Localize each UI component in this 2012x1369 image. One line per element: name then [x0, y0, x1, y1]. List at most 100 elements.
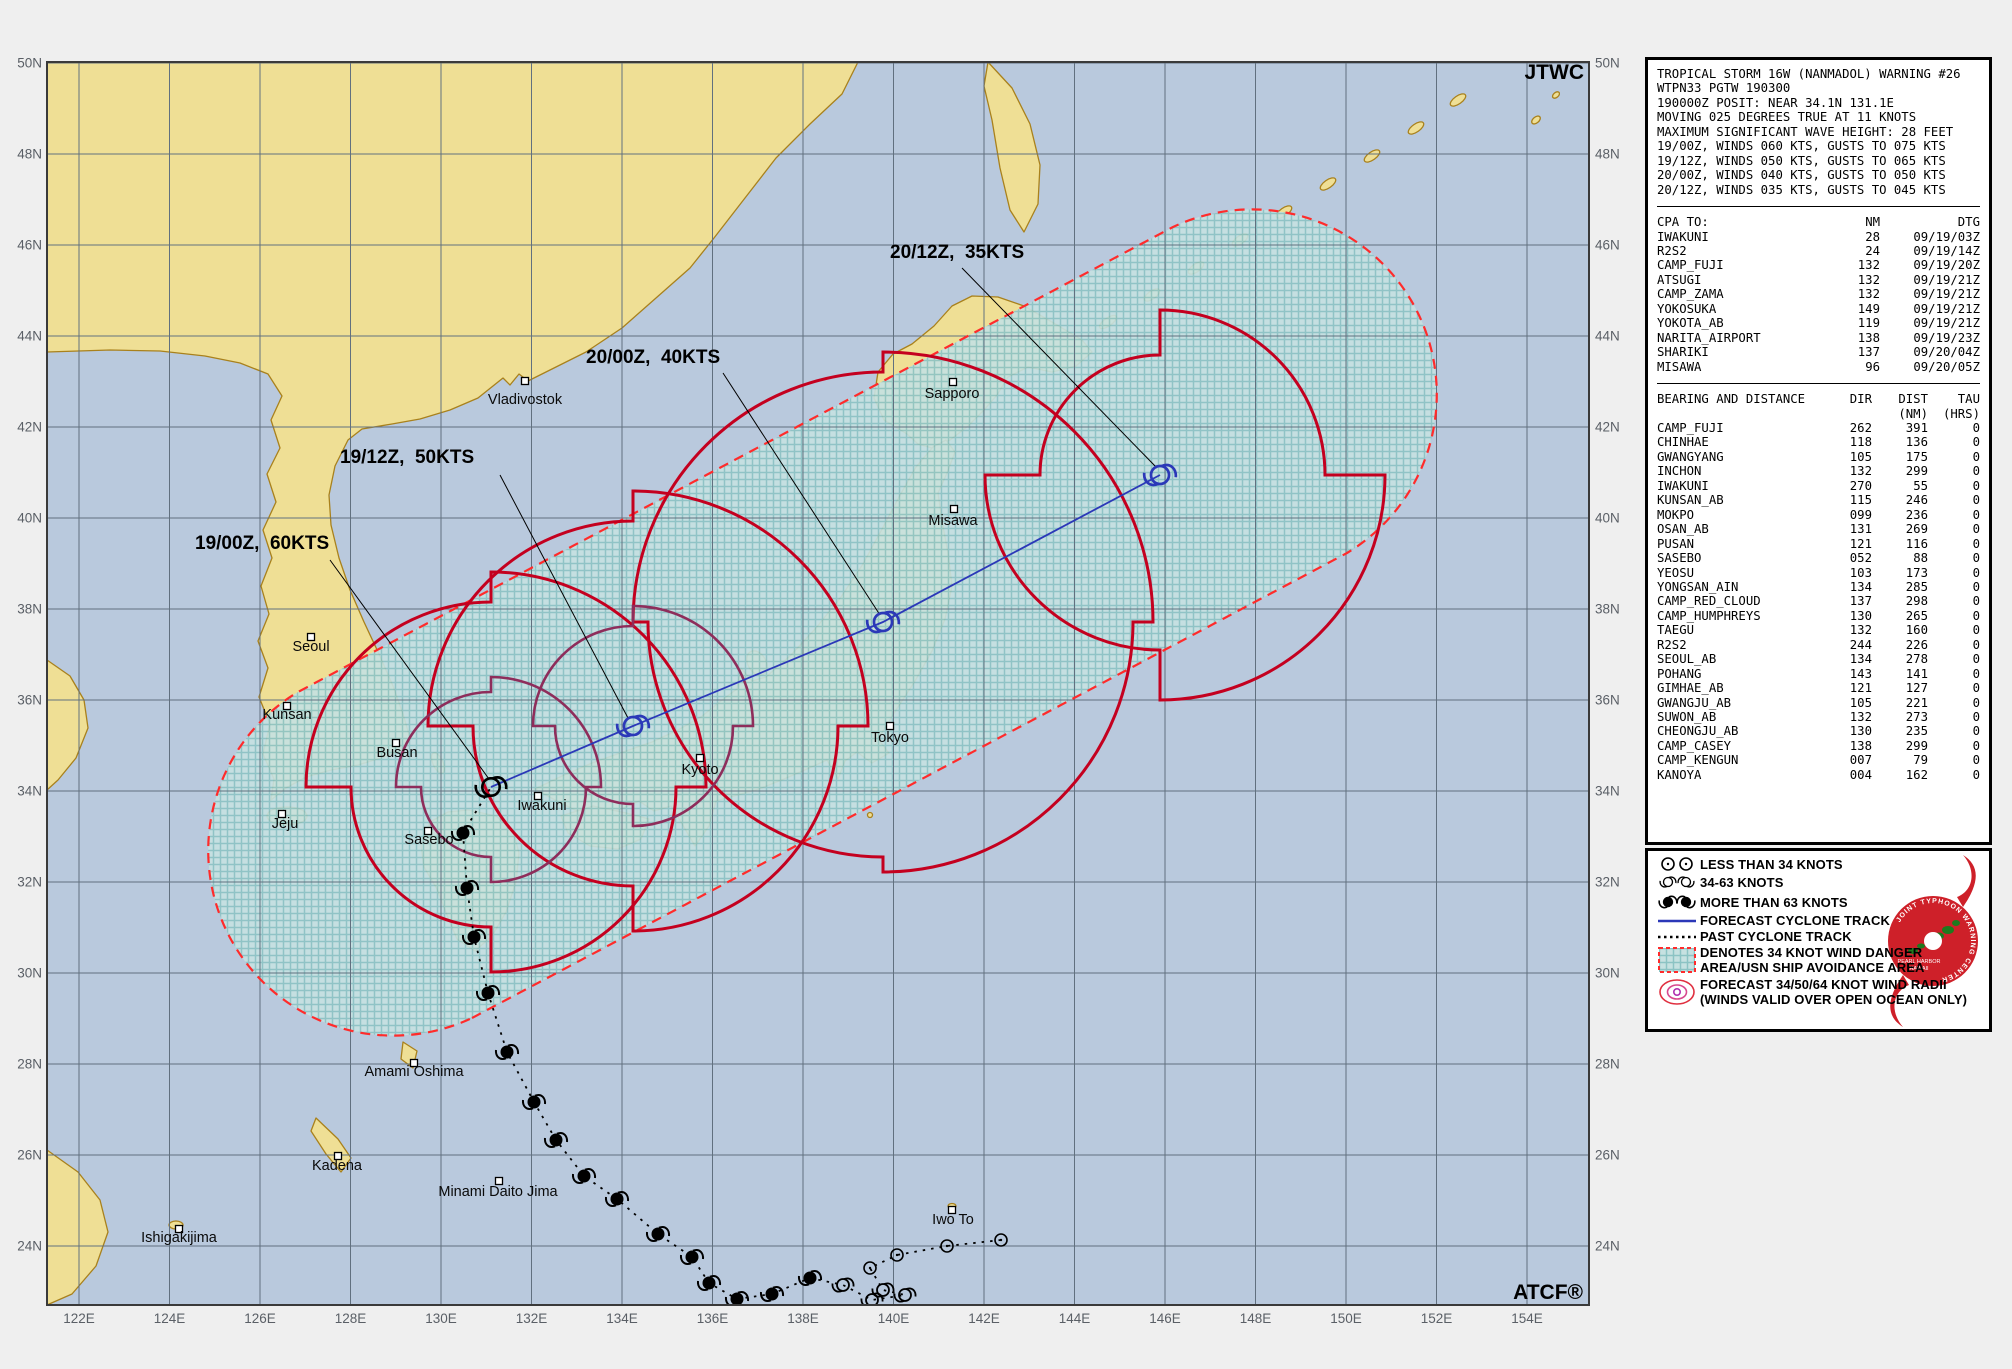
- bearing-tau: 0: [1972, 522, 1980, 537]
- panel-divider: [1657, 383, 1980, 385]
- city-label-busan: Busan: [376, 745, 417, 761]
- cpa-row: CAMP_FUJI 132 09/19/20Z: [1657, 258, 1980, 272]
- bearing-tau: 0: [1972, 710, 1980, 725]
- bearing-station-name: CAMP_FUJI: [1657, 420, 1724, 435]
- lat-tick-label: 42N: [17, 420, 42, 435]
- bearing-station-name: GWANGJU_AB: [1657, 695, 1732, 710]
- cpa-dtg: 09/19/21Z: [1913, 301, 1980, 316]
- bearing-row: GWANGYANG 105 175 0: [1657, 450, 1980, 464]
- bearing-tau: 0: [1972, 579, 1980, 594]
- warning-line: 190000Z POSIT: NEAR 34.1N 131.1E: [1657, 95, 1894, 110]
- logo-location-line1: PEARL HARBOR: [1898, 959, 1941, 965]
- bearing-row: POHANG 143 141 0: [1657, 667, 1980, 681]
- lon-tick-label: 128E: [335, 1311, 367, 1326]
- lat-tick-label: 28N: [1595, 1057, 1620, 1072]
- forecast-track-line: [490, 474, 1161, 788]
- bearing-row: MOKPO 099 236 0: [1657, 508, 1980, 522]
- bearing-dir: 137: [1849, 594, 1872, 609]
- cpa-dtg: 09/19/23Z: [1913, 330, 1980, 345]
- island-sakhalin: [983, 62, 1041, 233]
- lon-axis-bottom: 122E 124E 126E 128E 130E 132E 134E 136E …: [63, 1311, 1543, 1326]
- bearing-dir: 099: [1849, 507, 1872, 522]
- typhoon-logo-icon: JOINT TYPHOON WARNING CENTER PEARL HARBO…: [1888, 855, 1978, 1027]
- cpa-table: CPA TO: NM DTG IWAKUNI 28 09/19/03Z R2S2…: [1657, 215, 1980, 374]
- bearing-tau: 0: [1972, 536, 1980, 551]
- bearing-tau: 0: [1972, 464, 1980, 479]
- bearing-tau: 0: [1972, 623, 1980, 638]
- wind-radii-icon: [1654, 976, 1700, 1008]
- city-label-sasebo: Sasebo: [404, 832, 453, 848]
- bearing-dir: 134: [1849, 652, 1872, 667]
- bearing-dist: 273: [1905, 710, 1928, 725]
- city-label-vladivostok: Vladivostok: [488, 392, 563, 408]
- wind-radii-34kt-tau0: [304, 570, 708, 974]
- bearing-station-name: KANOYA: [1657, 767, 1702, 782]
- cpa-distance-nm: 138: [1857, 330, 1880, 345]
- warning-line: 20/12Z, WINDS 035 KTS, GUSTS TO 045 KTS: [1657, 182, 1946, 197]
- city-label-sapporo: Sapporo: [925, 386, 980, 402]
- legend-item-forecast-track: FORECAST CYCLONE TRACK: [1654, 913, 1985, 928]
- bearing-station-name: CAMP_HUMPHREYS: [1657, 608, 1761, 623]
- bearing-station-name: CHEONGJU_AB: [1657, 724, 1739, 739]
- warning-line: MAXIMUM SIGNIFICANT WAVE HEIGHT: 28 FEET: [1657, 124, 1954, 139]
- lon-tick-label: 136E: [697, 1311, 729, 1326]
- callout-label-tau36: 20/12Z, 35KTS: [890, 242, 1024, 263]
- lon-tick-label: 130E: [425, 1311, 457, 1326]
- cpa-row: SHARIKI 137 09/20/04Z: [1657, 345, 1980, 359]
- typhoon-symbols-icon: [1654, 892, 1700, 912]
- warning-line: 19/12Z, WINDS 050 KTS, GUSTS TO 065 KTS: [1657, 153, 1946, 168]
- callout-label-tau24: 20/00Z, 40KTS: [586, 347, 720, 368]
- atcf-watermark: ATCF®: [1513, 1281, 1583, 1304]
- lon-tick-label: 138E: [787, 1311, 819, 1326]
- lon-tick-label: 140E: [878, 1311, 910, 1326]
- bearing-dir: 130: [1849, 608, 1872, 623]
- lon-tick-label: 126E: [244, 1311, 276, 1326]
- bearing-dir: 007: [1849, 753, 1872, 768]
- bearing-row: CAMP_KENGUN 007 79 0: [1657, 753, 1980, 767]
- bearing-dist: 236: [1905, 507, 1928, 522]
- cpa-station-name: MISAWA: [1657, 359, 1702, 374]
- cpa-distance-nm: 119: [1857, 316, 1880, 331]
- lon-tick-label: 142E: [968, 1311, 1000, 1326]
- bearing-tau: 0: [1972, 594, 1980, 609]
- jtwc-logo: JOINT TYPHOON WARNING CENTER PEARL HARBO…: [1877, 853, 1989, 1029]
- bearing-dist: 127: [1905, 681, 1928, 696]
- lat-tick-label: 30N: [17, 966, 42, 981]
- bearing-row: KUNSAN_AB 115 246 0: [1657, 493, 1980, 507]
- bearing-dist: 79: [1913, 753, 1928, 768]
- bearing-col-dist: DIST: [1898, 392, 1928, 407]
- bearing-row: SASEBO 052 88 0: [1657, 551, 1980, 565]
- wind-radii-50kt-tau12: [531, 604, 755, 828]
- lon-tick-label: 152E: [1421, 1311, 1453, 1326]
- cpa-station-name: CAMP_FUJI: [1657, 258, 1724, 273]
- bearing-dist: 391: [1905, 420, 1928, 435]
- city-label-iwo-to: Iwo To: [932, 1212, 974, 1228]
- bearing-dir: 270: [1849, 478, 1872, 493]
- landmass-china-taiwan: [47, 1149, 109, 1305]
- cpa-dtg: 09/19/14Z: [1913, 243, 1980, 258]
- bearing-tau: 0: [1972, 753, 1980, 768]
- legend-item-label: PAST CYCLONE TRACK: [1700, 929, 1852, 944]
- warning-line: 20/00Z, WINDS 040 KTS, GUSTS TO 050 KTS: [1657, 168, 1946, 183]
- bearing-station-name: INCHON: [1657, 464, 1702, 479]
- legend-item-label: LESS THAN 34 KNOTS: [1700, 856, 1843, 872]
- cpa-row: CAMP_ZAMA 132 09/19/21Z: [1657, 287, 1980, 301]
- bearing-row: INCHON 132 299 0: [1657, 464, 1980, 478]
- bearing-dir: 143: [1849, 666, 1872, 681]
- bearing-row: SEOUL_AB 134 278 0: [1657, 652, 1980, 666]
- cpa-row: YOKOSUKA 149 09/19/21Z: [1657, 302, 1980, 316]
- bearing-station-name: CAMP_KENGUN: [1657, 753, 1739, 768]
- bearing-station-name: OSAN_AB: [1657, 522, 1709, 537]
- bearing-dist: 226: [1905, 637, 1928, 652]
- cpa-dtg: 09/19/21Z: [1913, 272, 1980, 287]
- city-label-jeju: Jeju: [272, 816, 299, 832]
- wind-radii-34kt-tau12: [426, 489, 870, 933]
- danger-area-fill: [208, 209, 1437, 1036]
- bearing-station-name: CAMP_RED_CLOUD: [1657, 594, 1761, 609]
- bearing-row: GIMHAE_AB 121 127 0: [1657, 681, 1980, 695]
- legend-item-label-line2: AREA/USN SHIP AVOIDANCE AREA: [1700, 960, 1925, 975]
- bearing-dist: 298: [1905, 594, 1928, 609]
- bearing-row: R2S2 244 226 0: [1657, 638, 1980, 652]
- cpa-distance-nm: 132: [1857, 287, 1880, 302]
